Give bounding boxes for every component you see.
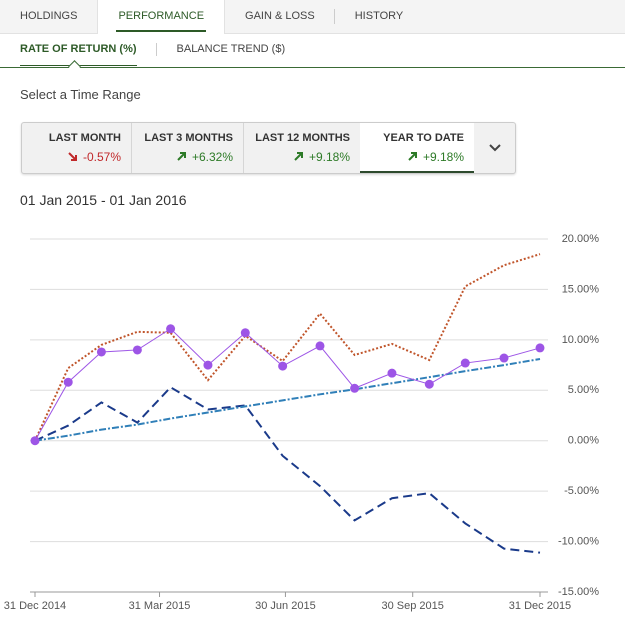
range-card[interactable]: LAST MONTH -0.57%: [22, 123, 132, 173]
chevron: [488, 144, 501, 152]
y-tick-label: 0.00%: [568, 435, 599, 447]
series-line: [34, 328, 541, 441]
y-tick-label: 20.00%: [562, 233, 600, 245]
range-change-row: -0.57%: [32, 150, 121, 164]
chart: 20.00% 15.00% 10.00% 5.00% 0.00% -5.00% -10.00…: [4, 233, 600, 612]
point: [166, 324, 176, 334]
range-change-row: +9.18%: [254, 150, 350, 164]
x-tick-label: 31 Mar 2015: [129, 600, 191, 612]
point: [96, 347, 106, 357]
point: [240, 328, 250, 338]
range-change: -0.57%: [82, 150, 121, 164]
point: [63, 377, 73, 387]
trend-arrow: [408, 152, 417, 161]
trend-arrow: [177, 152, 186, 161]
range-card[interactable]: LAST 3 MONTHS +6.32%: [132, 123, 244, 173]
tab[interactable]: PERFORMANCE: [97, 0, 226, 34]
dropdown-toggle[interactable]: [474, 123, 515, 173]
point: [424, 379, 434, 389]
trend-arrow: [294, 152, 303, 161]
range-change: +6.32%: [191, 150, 233, 164]
range-change: +9.18%: [422, 150, 464, 164]
series-line: [34, 385, 541, 554]
date-range: 01 Jan 2015 - 01 Jan 2016: [20, 192, 187, 208]
range-change: +9.18%: [308, 150, 350, 164]
tab-bar: HOLDINGS PERFORMANCE GAIN & LOSS HISTORY: [0, 0, 625, 34]
sub-tab[interactable]: RATE OF RETURN (%): [0, 34, 157, 67]
point: [460, 358, 470, 368]
point: [203, 360, 213, 370]
x-tick-label: 30 Sep 2015: [382, 600, 444, 612]
tab[interactable]: GAIN & LOSS: [225, 0, 335, 33]
point: [387, 368, 397, 378]
trend-arrow: [68, 152, 77, 161]
range-label: LAST 12 MONTHS: [255, 132, 350, 144]
range-selector: LAST MONTH -0.57% LAST 3 MONTHS +6.32% LAST …: [21, 122, 516, 174]
tab[interactable]: HISTORY: [354, 10, 404, 22]
range-change-row: +6.32%: [142, 150, 233, 164]
range-label: LAST MONTH: [48, 132, 121, 144]
range-card[interactable]: YEAR TO DATE +9.18%: [360, 123, 474, 173]
sub-tab[interactable]: BALANCE TREND ($): [176, 43, 286, 55]
point: [350, 383, 360, 393]
series-line: [34, 253, 541, 442]
y-tick-label: 10.00%: [562, 334, 600, 346]
point: [278, 361, 288, 371]
point: [30, 436, 40, 446]
time-range-label: Select a Time Range: [20, 87, 141, 102]
y-tick-label: 15.00%: [562, 283, 600, 295]
series-line: [34, 358, 541, 442]
point: [132, 345, 142, 355]
tab[interactable]: HOLDINGS: [20, 10, 78, 22]
x-tick-label: 31 Dec 2014: [4, 600, 66, 612]
sub-tab-bar: RATE OF RETURN (%) BALANCE TREND ($): [0, 34, 625, 68]
x-tick-label: 30 Jun 2015: [255, 600, 316, 612]
range-card[interactable]: LAST 12 MONTHS +9.18%: [244, 123, 360, 173]
point: [535, 343, 545, 353]
point: [315, 341, 325, 351]
y-tick-label: -5.00%: [564, 485, 599, 497]
range-label: YEAR TO DATE: [383, 132, 464, 144]
y-tick-label: 5.00%: [568, 384, 599, 396]
x-tick-label: 31 Dec 2015: [509, 600, 571, 612]
y-tick-label: -10.00%: [558, 535, 599, 547]
y-tick-label: -15.00%: [558, 586, 599, 598]
range-label: LAST 3 MONTHS: [144, 132, 233, 144]
range-change-row: +9.18%: [370, 150, 464, 164]
point: [499, 353, 509, 363]
